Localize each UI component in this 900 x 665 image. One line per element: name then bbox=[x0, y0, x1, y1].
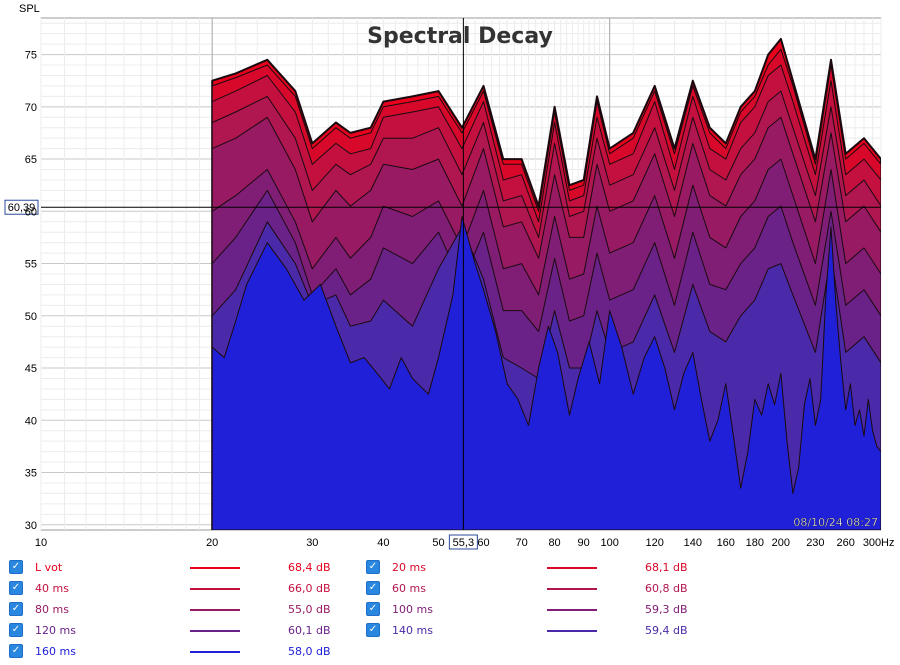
legend-value: 59,3 dB bbox=[645, 603, 688, 616]
legend-swatch bbox=[190, 567, 240, 569]
cursor-x-readout: 55,3 bbox=[453, 537, 474, 549]
cursor-y-readout-box bbox=[4, 199, 39, 215]
legend-swatch bbox=[547, 630, 597, 632]
legend-label: 120 ms bbox=[35, 624, 76, 637]
legend-value: 66,0 dB bbox=[288, 582, 331, 595]
y-tick-label: 35 bbox=[25, 468, 37, 480]
series-group bbox=[211, 37, 881, 530]
legend-item[interactable]: ✓ 160 ms 58,0 dB bbox=[9, 642, 349, 663]
x-tick-label: 120 bbox=[646, 537, 664, 549]
legend-label: 160 ms bbox=[35, 645, 76, 658]
legend-label: 100 ms bbox=[392, 603, 433, 616]
axes: 75 70 65 60 55 50 45 40 35 30 10 20 30 40 50 60 70 80 90 10… bbox=[25, 50, 881, 549]
legend-checkbox-icon[interactable]: ✓ bbox=[9, 623, 23, 637]
legend-value: 60,8 dB bbox=[645, 582, 688, 595]
legend-swatch bbox=[547, 609, 597, 611]
series-area-8 bbox=[211, 216, 881, 530]
y-tick-label: 55 bbox=[25, 259, 37, 271]
legend-swatch bbox=[547, 588, 597, 590]
x-tick-label: 70 bbox=[515, 537, 527, 549]
x-tick-label: 300 bbox=[863, 537, 881, 549]
spectral-decay-chart[interactable]: 60,39 55,3 75 70 65 60 55 50 45 40 35 30 10 20 30 40 50… bbox=[0, 0, 900, 555]
x-tick-label: 40 bbox=[377, 537, 389, 549]
cursor-x-readout-box bbox=[448, 534, 478, 550]
legend-checkbox-icon[interactable]: ✓ bbox=[9, 602, 23, 616]
x-tick-label: 90 bbox=[578, 537, 590, 549]
legend-item[interactable]: ✓ 20 ms 68,1 dB bbox=[366, 558, 706, 579]
x-tick-label: 20 bbox=[206, 537, 218, 549]
legend-label: 40 ms bbox=[35, 582, 69, 595]
x-tick-label: 160 bbox=[717, 537, 735, 549]
legend-item[interactable]: ✓ 60 ms 60,8 dB bbox=[366, 579, 706, 600]
cursor-y-readout: 60,39 bbox=[8, 202, 36, 214]
legend-label: 60 ms bbox=[392, 582, 426, 595]
legend-swatch bbox=[190, 651, 240, 653]
legend-checkbox-icon[interactable]: ✓ bbox=[366, 623, 380, 637]
x-tick-label: 100 bbox=[600, 537, 618, 549]
legend-swatch bbox=[190, 630, 240, 632]
legend-value: 60,1 dB bbox=[288, 624, 331, 637]
legend: ✓ L vot 68,4 dB ✓ 20 ms 68,1 dB ✓ 40 ms 66,0 dB ✓… bbox=[0, 555, 900, 665]
x-tick-label: 10 bbox=[35, 537, 47, 549]
timestamp: 08/10/24 08:27 bbox=[793, 516, 878, 529]
legend-item[interactable]: ✓ 140 ms 59,4 dB bbox=[366, 621, 706, 642]
legend-item[interactable]: ✓ 100 ms 59,3 dB bbox=[366, 600, 706, 621]
x-tick-label: 260 bbox=[836, 537, 854, 549]
legend-item[interactable]: ✓ L vot 68,4 dB bbox=[9, 558, 349, 579]
y-tick-label: 70 bbox=[25, 102, 37, 114]
x-tick-label: 30 bbox=[306, 537, 318, 549]
legend-value: 59,4 dB bbox=[645, 624, 688, 637]
x-tick-label: 50 bbox=[432, 537, 444, 549]
legend-item[interactable]: ✓ 40 ms 66,0 dB bbox=[9, 579, 349, 600]
x-tick-label: 140 bbox=[684, 537, 702, 549]
legend-checkbox-icon[interactable]: ✓ bbox=[9, 644, 23, 658]
x-tick-label: 200 bbox=[772, 537, 790, 549]
y-tick-label: 60 bbox=[25, 206, 37, 218]
legend-label: 140 ms bbox=[392, 624, 433, 637]
legend-checkbox-icon[interactable]: ✓ bbox=[366, 602, 380, 616]
legend-value: 58,0 dB bbox=[288, 645, 331, 658]
legend-item[interactable]: ✓ 120 ms 60,1 dB bbox=[9, 621, 349, 642]
legend-value: 68,1 dB bbox=[645, 561, 688, 574]
y-tick-label: 75 bbox=[25, 50, 37, 62]
chart-title: Spectral Decay bbox=[367, 24, 553, 49]
legend-swatch bbox=[190, 609, 240, 611]
legend-value: 55,0 dB bbox=[288, 603, 331, 616]
legend-value: 68,4 dB bbox=[288, 561, 331, 574]
legend-label: 80 ms bbox=[35, 603, 69, 616]
legend-label: 20 ms bbox=[392, 561, 426, 574]
cursor: 60,39 55,3 bbox=[4, 18, 881, 550]
y-tick-label: 50 bbox=[25, 311, 37, 323]
x-tick-label: 180 bbox=[746, 537, 764, 549]
x-tick-label: 230 bbox=[806, 537, 824, 549]
legend-checkbox-icon[interactable]: ✓ bbox=[366, 581, 380, 595]
legend-checkbox-icon[interactable]: ✓ bbox=[366, 560, 380, 574]
y-tick-label: 30 bbox=[25, 520, 37, 532]
legend-checkbox-icon[interactable]: ✓ bbox=[9, 560, 23, 574]
legend-item[interactable]: ✓ 80 ms 55,0 dB bbox=[9, 600, 349, 621]
y-tick-label: 45 bbox=[25, 363, 37, 375]
x-axis-unit: Hz bbox=[881, 537, 894, 549]
x-tick-label: 80 bbox=[548, 537, 560, 549]
y-axis-label: SPL bbox=[19, 3, 40, 15]
legend-swatch bbox=[190, 588, 240, 590]
y-tick-label: 40 bbox=[25, 415, 37, 427]
y-tick-label: 65 bbox=[25, 154, 37, 166]
legend-checkbox-icon[interactable]: ✓ bbox=[9, 581, 23, 595]
legend-label: L vot bbox=[35, 561, 63, 574]
legend-swatch bbox=[547, 567, 597, 569]
x-tick-label: 60 bbox=[477, 537, 489, 549]
